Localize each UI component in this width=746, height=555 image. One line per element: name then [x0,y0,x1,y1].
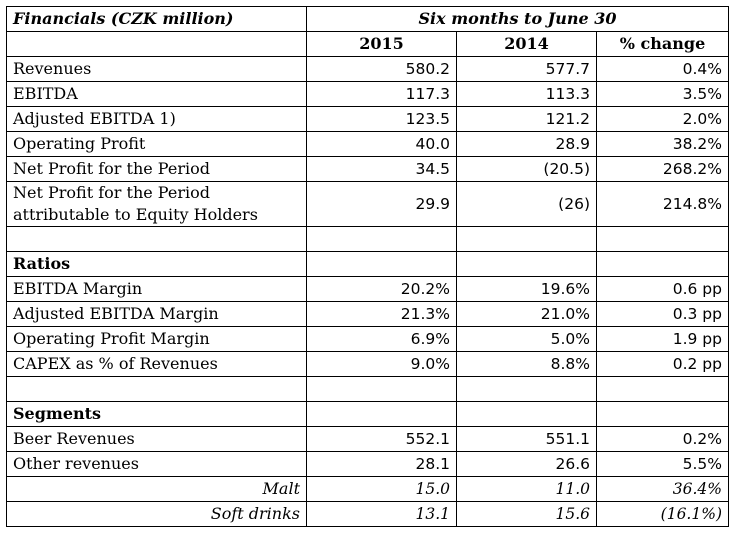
table-row: Beer Revenues 552.1 551.1 0.2% [6,426,729,452]
empty-cell [6,31,307,57]
value-change: 1.9 pp [596,326,729,352]
value-change: 38.2% [596,131,729,157]
row-label-sub: Soft drinks [6,501,307,527]
table-title: Financials (CZK million) [6,6,307,32]
table-row: EBITDA 117.3 113.3 3.5% [6,81,729,107]
table-row: CAPEX as % of Revenues 9.0% 8.8% 0.2 pp [6,351,729,377]
table-row: EBITDA Margin 20.2% 19.6% 0.6 pp [6,276,729,302]
value-2015: 6.9% [306,326,457,352]
row-label: CAPEX as % of Revenues [6,351,307,377]
value-2014: 551.1 [456,426,597,452]
value-change: 0.6 pp [596,276,729,302]
table-row: Other revenues 28.1 26.6 5.5% [6,451,729,477]
section-title-segments: Segments [6,401,307,427]
value-2014: 26.6 [456,451,597,477]
value-2015: 580.2 [306,56,457,82]
row-label: Net Profit for the Period attributable t… [6,181,307,227]
col-header-change: % change [596,31,729,57]
value-change: 5.5% [596,451,729,477]
spacer-row [6,376,729,402]
row-label: Adjusted EBITDA 1) [6,106,307,132]
row-label: Net Profit for the Period [6,156,307,182]
value-change: 0.2 pp [596,351,729,377]
table-row: Operating Profit Margin 6.9% 5.0% 1.9 pp [6,326,729,352]
value-change: 3.5% [596,81,729,107]
row-label: Revenues [6,56,307,82]
value-2015: 29.9 [306,181,457,227]
row-label: EBITDA Margin [6,276,307,302]
value-change: 268.2% [596,156,729,182]
value-2015: 20.2% [306,276,457,302]
value-2015: 9.0% [306,351,457,377]
value-2014: 21.0% [456,301,597,327]
period-header: Six months to June 30 [306,6,729,32]
value-2014: 8.8% [456,351,597,377]
value-change: 0.3 pp [596,301,729,327]
value-change: (16.1%) [596,501,729,527]
row-label: Operating Profit [6,131,307,157]
value-2014: 15.6 [456,501,597,527]
value-2015: 21.3% [306,301,457,327]
value-change: 0.2% [596,426,729,452]
row-label: Other revenues [6,451,307,477]
value-2015: 13.1 [306,501,457,527]
section-row: Ratios [6,251,729,277]
value-2014: 113.3 [456,81,597,107]
spacer-row [6,226,729,252]
value-2014: 577.7 [456,56,597,82]
table-row: Net Profit for the Period attributable t… [6,181,729,227]
table-row: Operating Profit 40.0 28.9 38.2% [6,131,729,157]
row-label: Operating Profit Margin [6,326,307,352]
row-label: EBITDA [6,81,307,107]
table-row: Malt 15.0 11.0 36.4% [6,476,729,502]
value-2014: 11.0 [456,476,597,502]
col-header-2014: 2014 [456,31,597,57]
value-2015: 15.0 [306,476,457,502]
table-row: Adjusted EBITDA Margin 21.3% 21.0% 0.3 p… [6,301,729,327]
row-label: Adjusted EBITDA Margin [6,301,307,327]
table-row: Adjusted EBITDA 1) 123.5 121.2 2.0% [6,106,729,132]
row-label: Beer Revenues [6,426,307,452]
value-2014: 121.2 [456,106,597,132]
value-change: 0.4% [596,56,729,82]
value-2015: 552.1 [306,426,457,452]
value-2014: 28.9 [456,131,597,157]
table-row: Revenues 580.2 577.7 0.4% [6,56,729,82]
value-change: 2.0% [596,106,729,132]
section-row: Segments [6,401,729,427]
row-label-sub: Malt [6,476,307,502]
section-title-ratios: Ratios [6,251,307,277]
value-2014: (26) [456,181,597,227]
value-2015: 34.5 [306,156,457,182]
value-2015: 117.3 [306,81,457,107]
value-2015: 123.5 [306,106,457,132]
col-header-2015: 2015 [306,31,457,57]
value-change: 36.4% [596,476,729,502]
value-2015: 40.0 [306,131,457,157]
table-row: Soft drinks 13.1 15.6 (16.1%) [6,501,729,527]
value-2014: 19.6% [456,276,597,302]
value-2014: (20.5) [456,156,597,182]
table-row: Net Profit for the Period 34.5 (20.5) 26… [6,156,729,182]
year-row: 2015 2014 % change [6,31,729,57]
value-2015: 28.1 [306,451,457,477]
header-row: Financials (CZK million) Six months to J… [6,6,729,32]
financials-table: Financials (CZK million) Six months to J… [6,6,729,527]
value-change: 214.8% [596,181,729,227]
value-2014: 5.0% [456,326,597,352]
